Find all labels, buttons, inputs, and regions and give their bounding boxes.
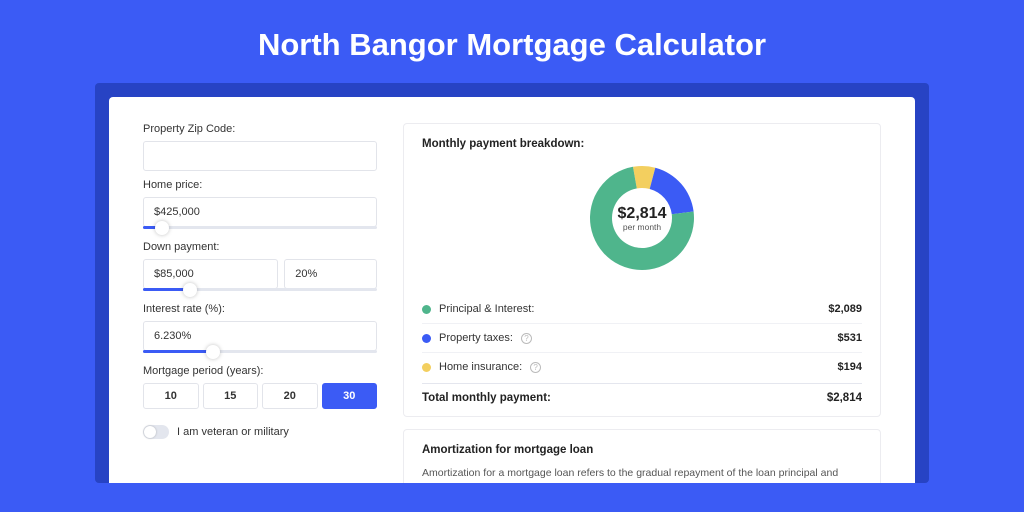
down-slider-thumb[interactable] xyxy=(183,283,197,297)
zip-input[interactable] xyxy=(143,141,377,171)
total-value: $2,814 xyxy=(827,392,862,404)
legend-label-1: Property taxes: xyxy=(439,332,513,344)
rate-slider-fill xyxy=(143,350,213,353)
veteran-label: I am veteran or military xyxy=(177,426,289,438)
veteran-toggle[interactable] xyxy=(143,425,169,439)
legend-label-2: Home insurance: xyxy=(439,361,522,373)
price-field: Home price: xyxy=(143,179,377,229)
amortization-text: Amortization for a mortgage loan refers … xyxy=(422,466,862,483)
period-option-15[interactable]: 15 xyxy=(203,383,259,409)
results-column: Monthly payment breakdown: $2,814 per mo… xyxy=(403,123,881,473)
period-option-30[interactable]: 30 xyxy=(322,383,378,409)
legend-dot-1 xyxy=(422,334,431,343)
amortization-title: Amortization for mortgage loan xyxy=(422,444,862,456)
info-icon[interactable]: ? xyxy=(530,362,541,373)
breakdown-panel: Monthly payment breakdown: $2,814 per mo… xyxy=(403,123,881,417)
legend-dot-2 xyxy=(422,363,431,372)
down-percent-input[interactable] xyxy=(284,259,377,289)
amortization-panel: Amortization for mortgage loan Amortizat… xyxy=(403,429,881,483)
down-field: Down payment: xyxy=(143,241,377,291)
breakdown-title: Monthly payment breakdown: xyxy=(422,138,862,150)
down-label: Down payment: xyxy=(143,241,377,253)
rate-input[interactable] xyxy=(143,321,377,351)
rate-label: Interest rate (%): xyxy=(143,303,377,315)
total-row: Total monthly payment: $2,814 xyxy=(422,383,862,404)
period-options: 10152030 xyxy=(143,383,377,409)
info-icon[interactable]: ? xyxy=(521,333,532,344)
calculator-outer-card: Property Zip Code: Home price: Down paym… xyxy=(95,83,929,483)
legend-row-1: Property taxes:? $531 xyxy=(422,324,862,353)
legend-value-0: $2,089 xyxy=(828,303,862,315)
zip-label: Property Zip Code: xyxy=(143,123,377,135)
calculator-card: Property Zip Code: Home price: Down paym… xyxy=(109,97,915,483)
price-label: Home price: xyxy=(143,179,377,191)
period-option-10[interactable]: 10 xyxy=(143,383,199,409)
rate-slider[interactable] xyxy=(143,350,377,353)
donut-chart: $2,814 per month xyxy=(584,160,700,276)
price-slider[interactable] xyxy=(143,226,377,229)
donut-wrap: $2,814 per month xyxy=(422,160,862,281)
legend-dot-0 xyxy=(422,305,431,314)
price-slider-thumb[interactable] xyxy=(155,221,169,235)
donut-center-value: $2,814 xyxy=(618,205,667,222)
period-label: Mortgage period (years): xyxy=(143,365,377,377)
down-amount-input[interactable] xyxy=(143,259,278,289)
inputs-column: Property Zip Code: Home price: Down paym… xyxy=(143,123,377,473)
rate-slider-thumb[interactable] xyxy=(206,345,220,359)
legend-row-2: Home insurance:? $194 xyxy=(422,353,862,381)
down-slider[interactable] xyxy=(143,288,377,291)
veteran-toggle-knob xyxy=(144,426,156,438)
zip-field: Property Zip Code: xyxy=(143,123,377,171)
total-label: Total monthly payment: xyxy=(422,392,551,404)
legend-row-0: Principal & Interest: $2,089 xyxy=(422,295,862,324)
rate-field: Interest rate (%): xyxy=(143,303,377,353)
page-title: North Bangor Mortgage Calculator xyxy=(0,0,1024,83)
legend-value-2: $194 xyxy=(838,361,862,373)
period-option-20[interactable]: 20 xyxy=(262,383,318,409)
veteran-row: I am veteran or military xyxy=(143,425,377,439)
period-field: Mortgage period (years): 10152030 xyxy=(143,365,377,409)
donut-center-sub: per month xyxy=(623,222,662,232)
price-input[interactable] xyxy=(143,197,377,227)
legend-label-0: Principal & Interest: xyxy=(439,303,534,315)
legend-value-1: $531 xyxy=(838,332,862,344)
